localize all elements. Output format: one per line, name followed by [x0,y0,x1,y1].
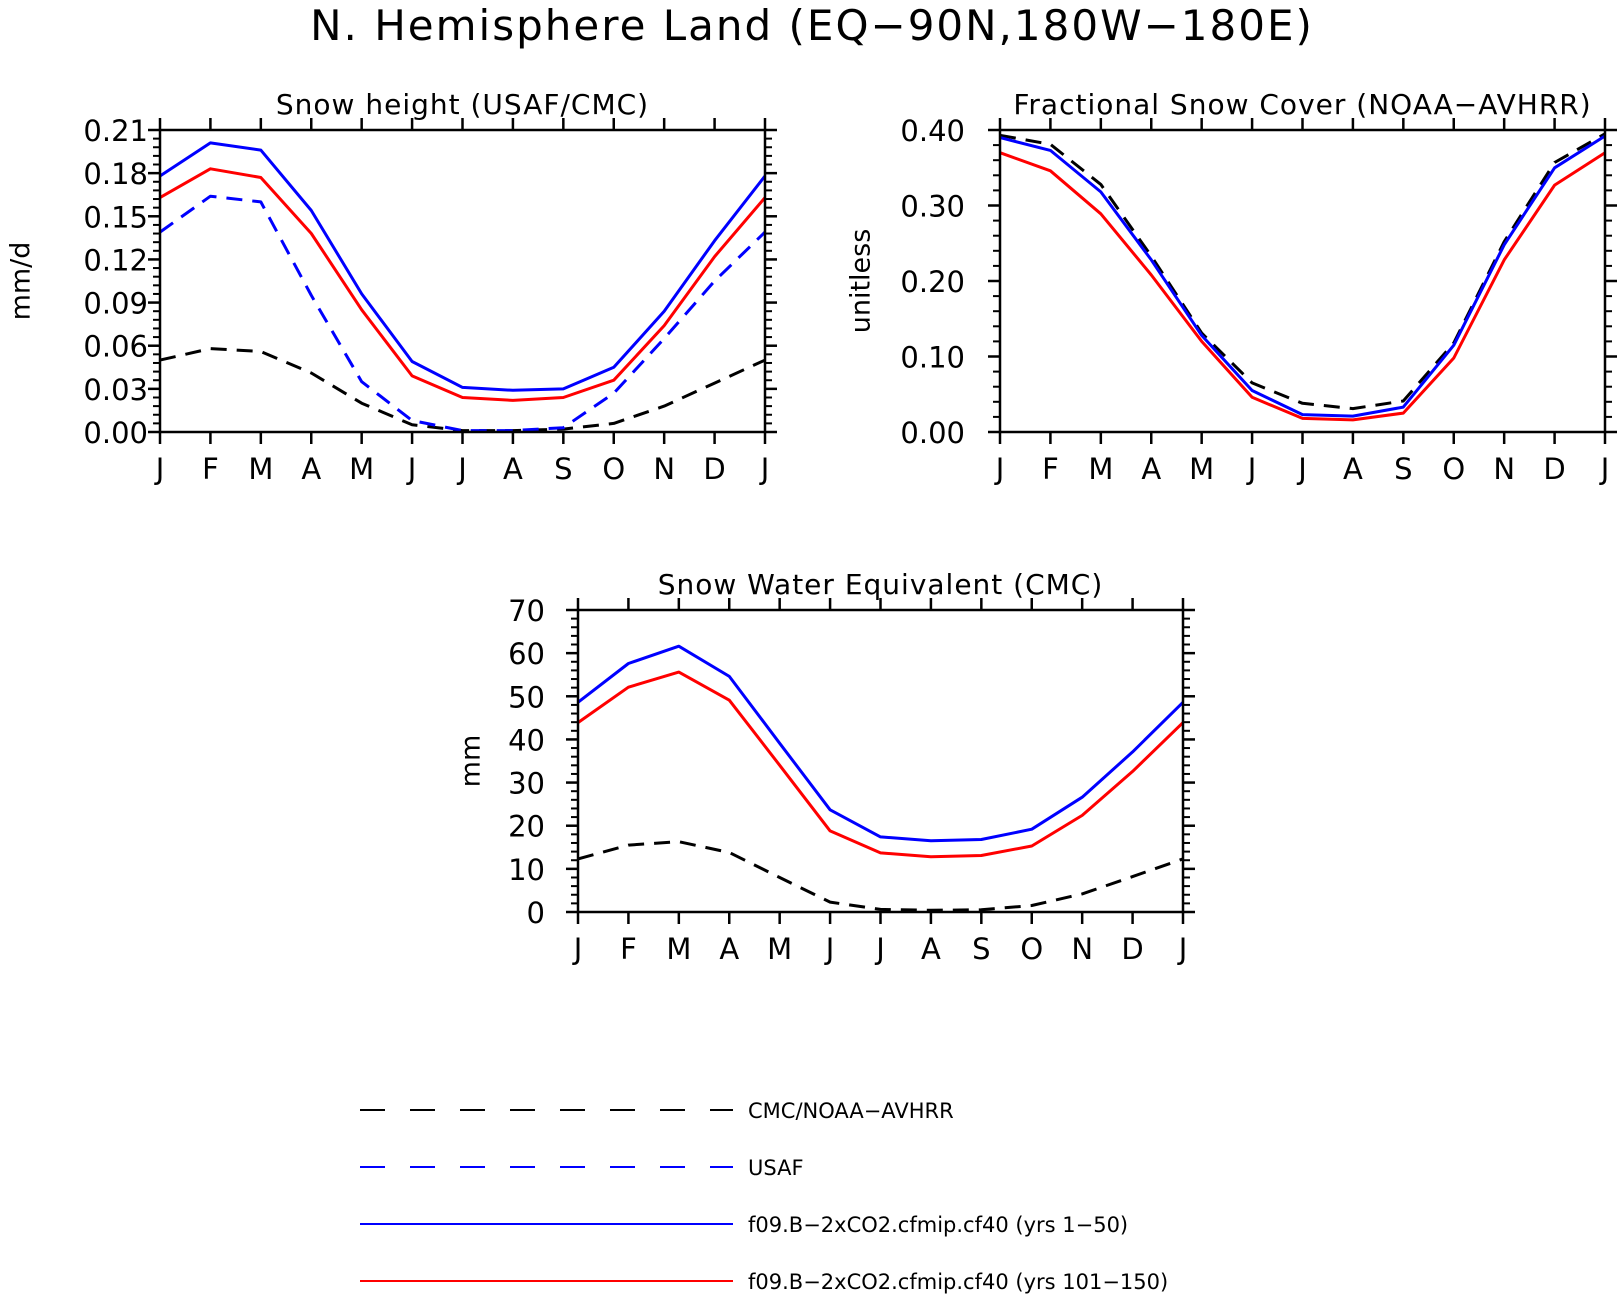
series-line-model-late [159,167,767,402]
x-tick-label: M [666,932,691,966]
x-tick-label: J [456,452,467,486]
series-line-model-early [159,141,767,392]
y-tick-label: 0.30 [900,190,965,224]
x-tick-label: S [554,452,572,486]
y-tick-label: 30 [508,767,545,801]
y-tick-label: 0.21 [83,114,148,148]
x-tick-label: N [1493,452,1515,486]
x-tick-label: D [703,452,725,486]
x-tick-label: M [349,452,374,486]
y-tick-label: 0.15 [83,200,148,234]
x-tick-label: J [406,452,417,486]
figure-title: N. Hemisphere Land (EQ−90N,180W−180E) [310,1,1314,50]
x-tick-label: A [301,452,321,486]
legend-label: f09.B−2xCO2.cfmip.cf40 (yrs 101−150) [748,1270,1168,1294]
plot-frame [576,608,1185,914]
x-tick-label: A [1343,452,1363,486]
y-tick-label: 0.20 [900,265,965,299]
x-tick-label: A [719,932,739,966]
y-tick-label: 0.40 [900,114,965,148]
series-line-obs-black [577,840,1184,912]
x-tick-label: J [759,452,770,486]
y-tick-label: 0.03 [83,373,148,407]
x-tick-label: A [503,452,523,486]
x-tick-label: F [1042,452,1059,486]
x-tick-label: M [248,452,273,486]
y-tick-label: 50 [508,680,545,714]
x-tick-label: A [1141,452,1161,486]
x-tick-label: S [1394,452,1412,486]
series-line-model-late [999,151,1606,422]
y-tick-label: 0.18 [83,157,148,191]
x-tick-label: M [767,932,792,966]
y-axis-label: mm [456,735,487,788]
legend: CMC/NOAA−AVHRR USAF f09.B−2xCO2.cfmip.cf40… [360,1099,1168,1294]
y-tick-label: 70 [508,594,545,628]
x-tick-label: J [572,932,583,966]
x-tick-label: D [1121,932,1143,966]
y-tick-label: 10 [508,853,545,887]
x-tick-label: N [653,452,675,486]
x-tick-label: F [620,932,637,966]
chart-panel-2: Fractional Snow Cover (NOAA−AVHRR) unitle… [846,88,1617,486]
y-tick-label: 0.10 [900,341,965,375]
x-tick-label: J [1177,932,1188,966]
x-tick-label: S [972,932,990,966]
legend-label: CMC/NOAA−AVHRR [748,1099,954,1123]
panel-title: Snow height (USAF/CMC) [276,88,649,121]
x-tick-label: M [1189,452,1214,486]
series-line-model-early [999,134,1606,418]
x-tick-label: J [824,932,835,966]
x-tick-label: O [1020,932,1043,966]
chart-panel-1: Snow height (USAF/CMC)mm/dJ F M A M J J A S O N D J0… [6,88,777,486]
y-tick-label: 0.09 [83,287,148,321]
y-axis-label: mm/d [6,242,37,321]
y-tick-label: 0.00 [900,416,965,450]
x-tick-label: J [1246,452,1257,486]
x-tick-label: J [1599,452,1610,486]
y-axis-label: unitless [846,229,877,334]
x-tick-label: O [1442,452,1465,486]
series-line-obs-black [159,347,766,433]
x-tick-label: N [1071,932,1093,966]
x-tick-label: O [602,452,625,486]
series-line-obs-blue [159,194,767,433]
series-line-model-late [577,670,1185,859]
legend-label: USAF [748,1156,804,1180]
chart-panels: Snow height (USAF/CMC)mm/dJ F M A M J J A S O N D J0… [6,88,1617,966]
y-tick-label: 40 [508,723,545,757]
x-tick-label: M [1088,452,1113,486]
x-tick-label: F [202,452,219,486]
panel-title: Fractional Snow Cover (NOAA−AVHRR) [1013,88,1591,121]
legend-label: f09.B−2xCO2.cfmip.cf40 (yrs 1−50) [748,1213,1128,1237]
legend-item: CMC/NOAA−AVHRR [360,1099,954,1123]
panel-title: Snow Water Equivalent (CMC) [658,568,1104,601]
x-tick-label: J [994,452,1005,486]
y-tick-label: 0.06 [83,330,148,364]
series-line-obs-black [999,132,1606,411]
x-tick-label: A [921,932,941,966]
y-tick-label: 60 [508,637,545,671]
y-tick-label: 0.00 [83,416,148,450]
x-tick-label: J [1296,452,1307,486]
legend-item: f09.B−2xCO2.cfmip.cf40 (yrs 101−150) [360,1270,1168,1294]
x-tick-label: J [874,932,885,966]
y-tick-label: 20 [508,810,545,844]
plot-frame [998,128,1607,434]
series-line-model-early [577,644,1185,843]
plot-frame [158,128,767,434]
x-tick-label: D [1543,452,1565,486]
x-tick-label: J [154,452,165,486]
legend-item: USAF [360,1156,804,1180]
chart-panel-3: Snow Water Equivalent (CMC)mmJ F M A M J J A S O N… [456,568,1195,966]
legend-item: f09.B−2xCO2.cfmip.cf40 (yrs 1−50) [360,1213,1128,1237]
y-tick-label: 0 [527,896,545,930]
y-tick-label: 0.12 [83,243,148,277]
